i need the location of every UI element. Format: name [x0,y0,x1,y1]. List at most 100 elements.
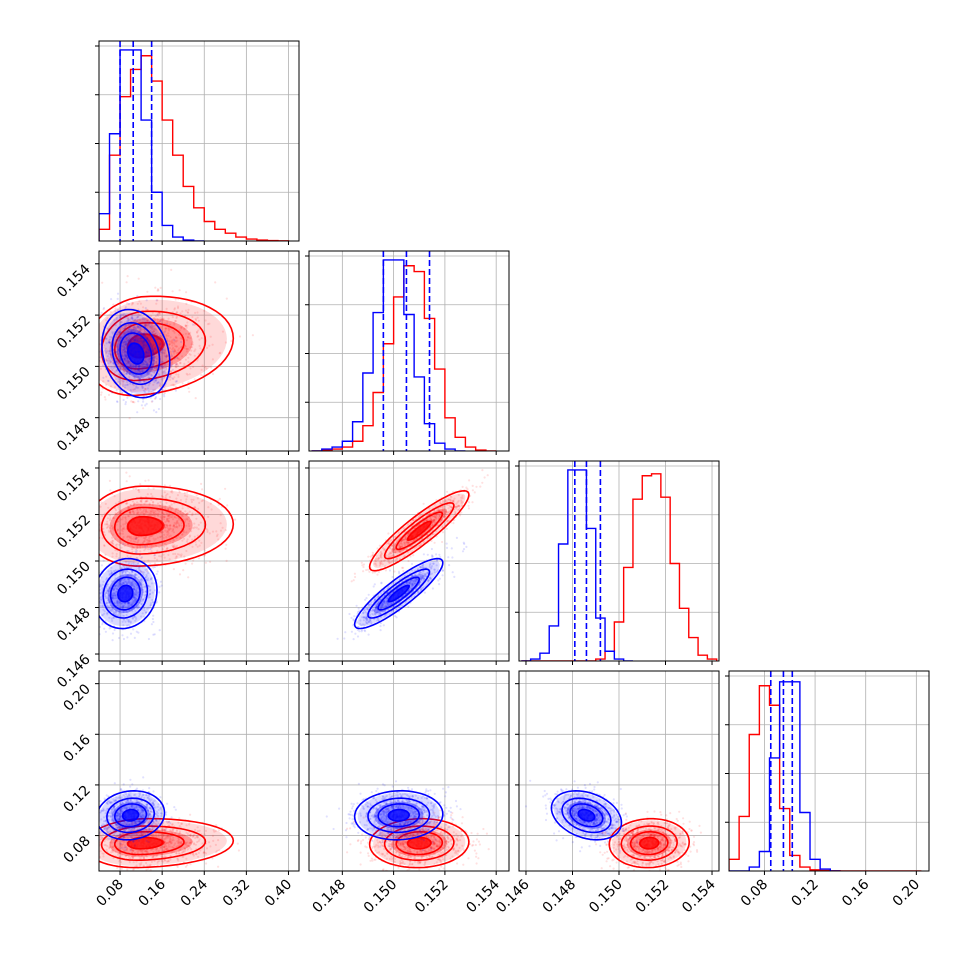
sample-point [154,379,157,383]
sample-point [128,602,131,605]
sample-point [127,618,130,622]
sample-point [156,509,159,512]
sample-point [160,383,163,386]
sample-point [219,529,223,532]
sample-point [362,565,365,569]
sample-point [456,501,459,504]
sample-point [131,510,134,513]
sample-point [107,524,110,527]
sample-point [123,544,126,547]
sample-point [173,323,176,326]
sample-point [394,543,397,547]
sample-point [115,613,118,617]
sample-point [133,636,136,640]
sample-point [437,507,440,510]
sample-point [124,314,127,317]
sample-point [132,328,135,331]
sample-point [117,377,120,380]
sample-point [163,515,166,519]
sample-point [172,341,175,344]
sample-point [127,505,130,508]
sample-point [168,527,172,530]
sample-point [130,575,133,578]
sample-point [219,514,222,517]
sample-point [171,339,174,342]
sample-point [99,597,102,600]
sample-point [401,538,404,541]
sample-point [144,585,147,588]
sample-point [166,547,169,550]
sample-point [101,614,104,617]
sample-point [148,372,151,375]
sample-point [136,325,139,328]
sample-point [112,606,115,609]
sample-point [136,339,140,342]
sample-point [175,316,178,320]
sample-point [138,365,141,368]
sample-point [114,569,117,572]
sample-point [190,343,193,346]
sample-point [127,601,130,605]
sample-point [172,524,176,527]
sample-point [115,389,118,392]
sample-point [191,343,194,346]
sample-point [218,497,221,500]
sample-point [433,518,436,521]
sample-point [153,589,157,592]
sample-point [143,341,146,344]
sample-point [103,512,106,515]
sample-point [160,545,163,548]
sample-point [145,324,148,327]
sample-point [125,610,128,614]
sample-point [133,599,136,602]
sample-point [160,531,163,534]
sample-point [107,590,111,593]
sample-point [121,518,124,521]
sample-point [112,362,115,365]
sample-point [166,518,169,521]
sample-point [387,532,390,535]
sample-point [116,292,120,295]
sample-point [139,378,142,381]
sample-point [137,375,140,378]
sample-point [144,510,147,513]
sample-point [96,585,98,587]
sample-point [139,570,142,573]
sample-point [138,581,141,584]
sample-point [139,546,142,549]
sample-point [104,333,107,336]
sample-point [382,624,385,627]
sample-point [147,540,150,543]
sample-point [125,342,128,345]
sample-point [169,539,172,543]
sample-point [119,358,122,362]
sample-point [95,624,97,626]
sample-point [126,302,129,305]
sample-point [153,512,156,516]
sample-point [156,313,159,316]
sample-point [102,307,106,310]
sample-point [169,505,172,508]
sample-point [379,625,382,628]
sample-point [121,605,125,609]
sample-point [107,379,110,383]
sample-point [105,591,108,594]
sample-point [124,355,127,358]
sample-point [123,618,126,621]
sample-point [148,323,151,326]
sample-point [173,544,176,547]
sample-point [121,572,124,576]
sample-point [190,514,193,517]
sample-point [151,495,154,498]
sample-point [146,372,149,375]
sample-point [145,402,148,405]
sample-point [122,398,125,402]
sample-point [125,355,128,358]
sample-point [180,340,183,344]
sample-point [120,546,123,549]
sample-point [132,388,135,391]
sample-point [118,601,121,604]
sample-point [126,536,129,539]
sample-point [108,338,112,341]
sample-point [110,353,113,356]
